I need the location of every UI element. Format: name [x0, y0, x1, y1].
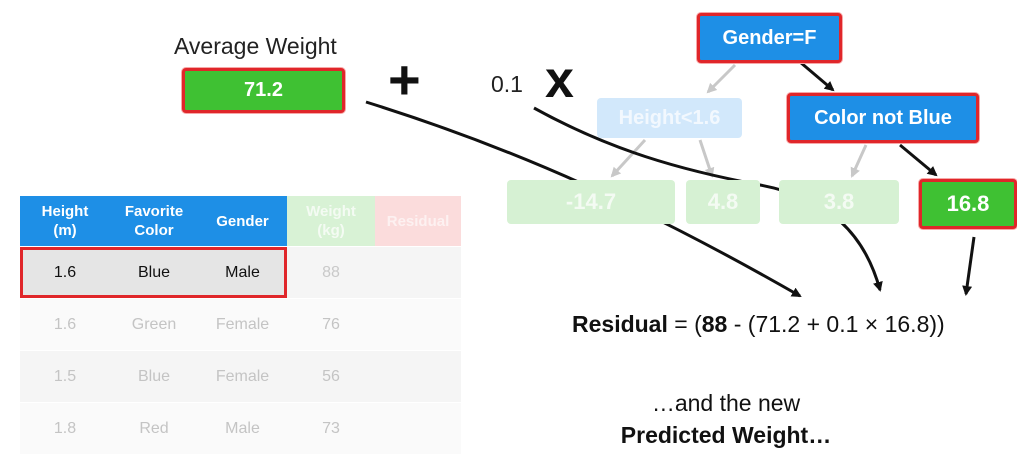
- edge-root-left: [706, 63, 737, 94]
- learning-rate: 0.1: [491, 71, 523, 97]
- cell-color: Red: [110, 402, 198, 455]
- cell-residual: [375, 298, 461, 351]
- tree-node-color-split: Color not Blue: [787, 93, 979, 143]
- tree-node-height-split: Height<1.6: [597, 98, 742, 138]
- cell-height: 1.5: [20, 350, 110, 403]
- cell-height: 1.6: [20, 298, 110, 351]
- cell-gender: Male: [198, 246, 287, 299]
- tree-leaf-1: -14.7: [507, 180, 675, 224]
- cell-weight: 88: [287, 246, 375, 299]
- edge-left-leaf2: [698, 139, 715, 178]
- cell-weight: 73: [287, 402, 375, 455]
- observed-weight: 88: [701, 311, 728, 337]
- header-height: Height (m): [20, 196, 110, 247]
- cell-color: Blue: [110, 350, 198, 403]
- cell-residual: [375, 350, 461, 403]
- table-header-row: Height (m) Favorite Color Gender Weight (kg…: [20, 196, 461, 247]
- table-row: 1.6 Blue Male 88: [20, 246, 461, 299]
- cell-residual: [375, 246, 461, 299]
- data-table: Height (m) Favorite Color Gender Weight (kg…: [20, 196, 461, 455]
- tree-root-node: Gender=F: [697, 13, 842, 63]
- cell-height: 1.6: [20, 246, 110, 299]
- header-favorite-color: Favorite Color: [110, 196, 198, 247]
- table-row: 1.6 Green Female 76: [20, 298, 461, 351]
- cell-color: Blue: [110, 246, 198, 299]
- tree-leaf-2: 4.8: [686, 180, 760, 224]
- times-sign: x: [545, 51, 574, 109]
- arrow-leaf-to-equation: [962, 236, 976, 296]
- equation-rest: - (71.2 + 0.1 × 16.8)): [727, 311, 945, 337]
- cell-weight: 76: [287, 298, 375, 351]
- cell-height: 1.8: [20, 402, 110, 455]
- edge-root-right: [799, 60, 835, 92]
- plus-sign: +: [388, 48, 421, 111]
- table-row: 1.5 Blue Female 56: [20, 350, 461, 403]
- highlighted-row-frame: [20, 247, 287, 298]
- caption-line-2: Predicted Weight…: [620, 422, 832, 448]
- average-weight-box: 71.2: [182, 68, 345, 113]
- residual-equation: Residual = (88 - (71.2 + 0.1 × 16.8)): [572, 311, 945, 338]
- cell-color: Green: [110, 298, 198, 351]
- residual-label: Residual: [572, 311, 668, 337]
- cell-gender: Female: [198, 298, 287, 351]
- cell-residual: [375, 402, 461, 455]
- header-residual: Residual: [375, 196, 461, 247]
- edge-right-leaf3: [850, 144, 868, 178]
- edge-right-leaf4: [899, 143, 938, 177]
- edge-left-leaf1: [610, 138, 647, 178]
- caption-line-1: …and the new: [651, 390, 801, 416]
- average-weight-label: Average Weight: [174, 33, 337, 59]
- header-weight: Weight (kg): [287, 196, 375, 247]
- tree-leaf-3: 3.8: [779, 180, 899, 224]
- table-row: 1.8 Red Male 73: [20, 402, 461, 455]
- cell-weight: 56: [287, 350, 375, 403]
- tree-leaf-4: 16.8: [919, 179, 1017, 229]
- cell-gender: Male: [198, 402, 287, 455]
- equation-eq: = (: [667, 311, 702, 337]
- cell-gender: Female: [198, 350, 287, 403]
- header-gender: Gender: [198, 196, 287, 247]
